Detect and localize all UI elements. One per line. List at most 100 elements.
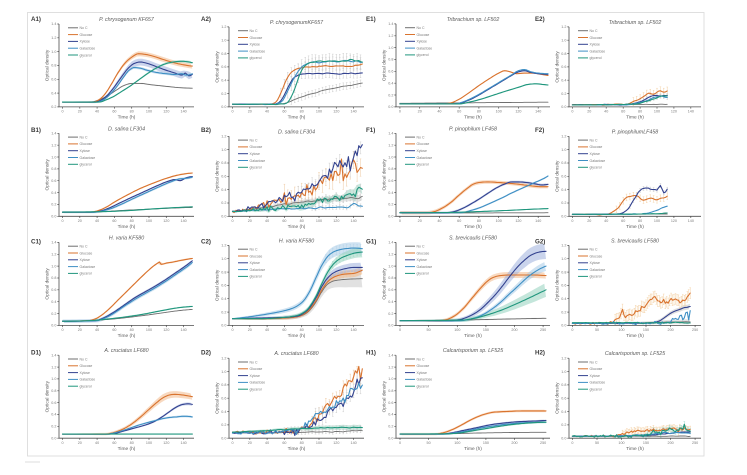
svg-text:80: 80: [300, 219, 304, 223]
svg-text:0.6: 0.6: [561, 65, 566, 69]
svg-text:No C: No C: [417, 357, 425, 361]
svg-text:Optical density: Optical density: [382, 49, 388, 81]
svg-text:Xylose: Xylose: [590, 374, 601, 378]
svg-text:0.8: 0.8: [561, 161, 566, 165]
svg-text:120: 120: [515, 219, 521, 223]
svg-text:Tribrachium sp. LF502: Tribrachium sp. LF502: [609, 20, 662, 26]
svg-text:40: 40: [265, 110, 269, 114]
svg-text:Galactose: Galactose: [417, 46, 433, 50]
svg-text:Galactose: Galactose: [417, 156, 433, 160]
svg-text:Glucose: Glucose: [590, 36, 603, 40]
svg-text:1.0: 1.0: [388, 264, 393, 268]
svg-text:Time (h): Time (h): [464, 115, 482, 121]
svg-text:0.6: 0.6: [51, 401, 56, 405]
svg-text:0: 0: [399, 441, 401, 445]
svg-text:0.2: 0.2: [561, 201, 566, 205]
svg-text:120: 120: [515, 110, 521, 114]
svg-text:Time (h): Time (h): [626, 446, 644, 452]
svg-text:60: 60: [112, 110, 116, 114]
svg-text:glycerol: glycerol: [590, 166, 602, 170]
svg-text:60: 60: [621, 110, 625, 114]
svg-text:140: 140: [351, 110, 357, 114]
svg-text:glycerol: glycerol: [250, 166, 262, 170]
svg-text:120: 120: [333, 441, 339, 445]
svg-text:glycerol: glycerol: [80, 163, 92, 167]
svg-text:Optical density: Optical density: [555, 269, 561, 301]
svg-text:0.8: 0.8: [51, 389, 56, 393]
svg-text:0.4: 0.4: [51, 191, 56, 195]
svg-text:0.8: 0.8: [51, 64, 56, 68]
svg-text:1.0: 1.0: [388, 155, 393, 159]
svg-text:Optical density: Optical density: [215, 51, 221, 83]
svg-text:140: 140: [181, 328, 187, 332]
svg-text:Glucose: Glucose: [80, 251, 93, 255]
svg-text:1.2: 1.2: [388, 34, 393, 38]
svg-text:100: 100: [146, 328, 152, 332]
svg-text:A. cruciatus LF680: A. cruciatus LF680: [103, 348, 148, 354]
svg-text:C1): C1): [31, 238, 41, 245]
svg-text:glycerol: glycerol: [80, 272, 92, 276]
svg-text:40: 40: [604, 110, 608, 114]
svg-text:No C: No C: [417, 26, 425, 30]
svg-text:0.6: 0.6: [221, 284, 226, 288]
svg-text:Xylose: Xylose: [80, 371, 91, 375]
svg-text:S. brevicaulis LF580: S. brevicaulis LF580: [611, 238, 659, 244]
svg-text:1.0: 1.0: [388, 377, 393, 381]
svg-text:Xylose: Xylose: [80, 40, 91, 44]
svg-text:A2): A2): [201, 16, 211, 23]
svg-text:C2): C2): [201, 238, 211, 245]
svg-text:0.6: 0.6: [561, 396, 566, 400]
svg-text:0.6: 0.6: [51, 288, 56, 292]
svg-text:Xylose: Xylose: [417, 40, 428, 44]
svg-text:20: 20: [78, 328, 82, 332]
svg-text:120: 120: [333, 219, 339, 223]
svg-text:0.6: 0.6: [388, 70, 393, 74]
svg-text:60: 60: [112, 219, 116, 223]
svg-text:Galactose: Galactose: [590, 268, 606, 272]
svg-text:0: 0: [571, 441, 573, 445]
svg-text:Time (h): Time (h): [288, 115, 306, 121]
svg-text:Glucose: Glucose: [590, 145, 603, 149]
svg-text:Calcarisporium sp. LF525: Calcarisporium sp. LF525: [443, 348, 503, 354]
svg-text:Galactose: Galactose: [250, 159, 266, 163]
svg-text:B1): B1): [31, 127, 41, 134]
svg-text:100: 100: [618, 328, 624, 332]
svg-text:0.2: 0.2: [388, 425, 393, 429]
svg-text:0.0: 0.0: [221, 436, 226, 440]
svg-text:100: 100: [316, 219, 322, 223]
svg-text:0.6: 0.6: [561, 284, 566, 288]
svg-text:140: 140: [181, 441, 187, 445]
svg-text:Optical density: Optical density: [382, 268, 388, 300]
svg-text:0.2: 0.2: [388, 203, 393, 207]
svg-text:0: 0: [231, 328, 233, 332]
svg-text:P. chrysogenum KF657: P. chrysogenum KF657: [99, 17, 155, 23]
svg-text:0.6: 0.6: [51, 78, 56, 82]
svg-text:0.8: 0.8: [561, 52, 566, 56]
svg-text:120: 120: [671, 219, 677, 223]
svg-text:Optical density: Optical density: [555, 51, 561, 83]
svg-text:120: 120: [333, 110, 339, 114]
svg-text:E2): E2): [535, 16, 545, 23]
svg-text:1.2: 1.2: [561, 244, 566, 248]
svg-text:40: 40: [95, 110, 99, 114]
svg-text:20: 20: [587, 219, 591, 223]
svg-text:40: 40: [265, 219, 269, 223]
svg-text:250: 250: [540, 328, 546, 332]
svg-text:0.4: 0.4: [51, 91, 56, 95]
svg-text:140: 140: [351, 328, 357, 332]
svg-text:250: 250: [692, 328, 698, 332]
svg-text:G1): G1): [366, 238, 376, 245]
svg-text:H1): H1): [366, 350, 376, 357]
svg-text:D. salina LF304: D. salina LF304: [278, 129, 315, 135]
svg-text:Optical density: Optical density: [215, 382, 221, 414]
svg-text:0: 0: [399, 110, 401, 114]
svg-text:Galactose: Galactose: [80, 156, 96, 160]
svg-text:0.0: 0.0: [221, 324, 226, 328]
svg-text:1.4: 1.4: [388, 353, 393, 357]
svg-text:0.2: 0.2: [51, 425, 56, 429]
svg-text:Glucose: Glucose: [417, 251, 430, 255]
svg-text:0.2: 0.2: [221, 423, 226, 427]
svg-text:1.2: 1.2: [388, 365, 393, 369]
svg-text:Glucose: Glucose: [417, 33, 430, 37]
svg-text:0.4: 0.4: [388, 191, 393, 195]
